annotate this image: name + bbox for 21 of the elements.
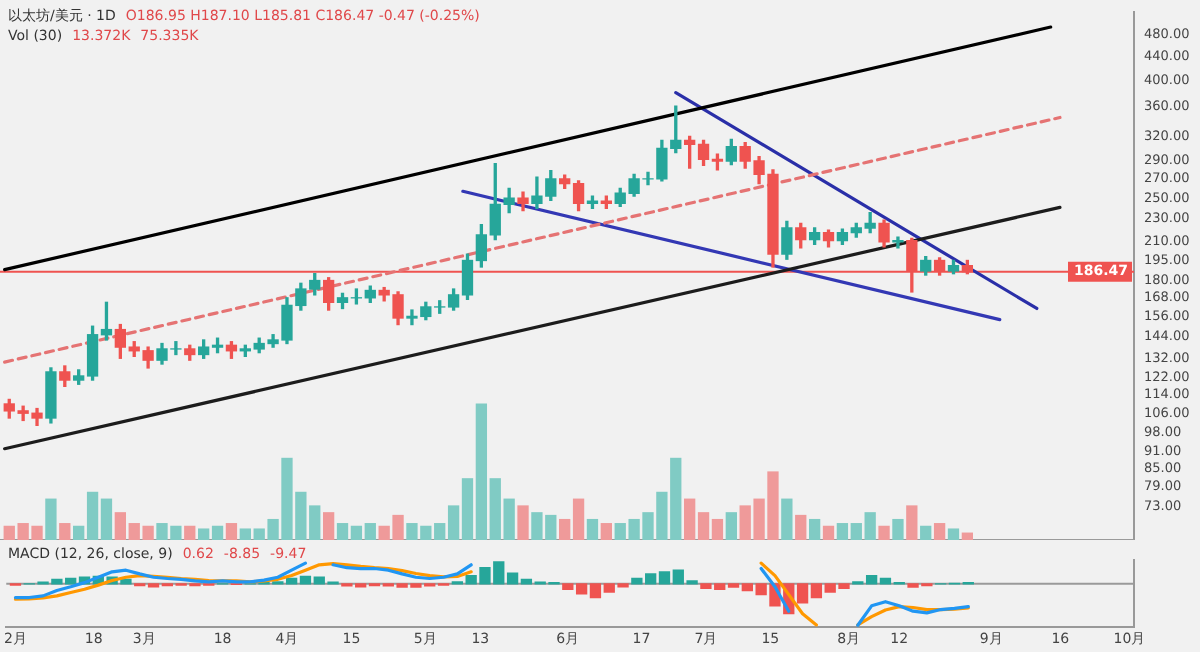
bar (586, 518, 599, 540)
bar (920, 525, 932, 540)
bar (225, 523, 238, 540)
bar (795, 514, 807, 540)
bar (184, 525, 196, 540)
bar (45, 498, 57, 540)
bar (878, 525, 890, 540)
bar (600, 523, 612, 540)
bar (725, 512, 737, 540)
bar (517, 505, 529, 540)
bar (947, 528, 960, 540)
bar (892, 518, 904, 540)
candlestick (892, 236, 904, 249)
bar (781, 498, 793, 540)
bar (59, 523, 71, 540)
bar (822, 525, 835, 540)
bar (906, 505, 918, 540)
bar (933, 523, 946, 540)
bar (322, 512, 335, 540)
bar (808, 518, 821, 540)
bar (961, 532, 974, 540)
